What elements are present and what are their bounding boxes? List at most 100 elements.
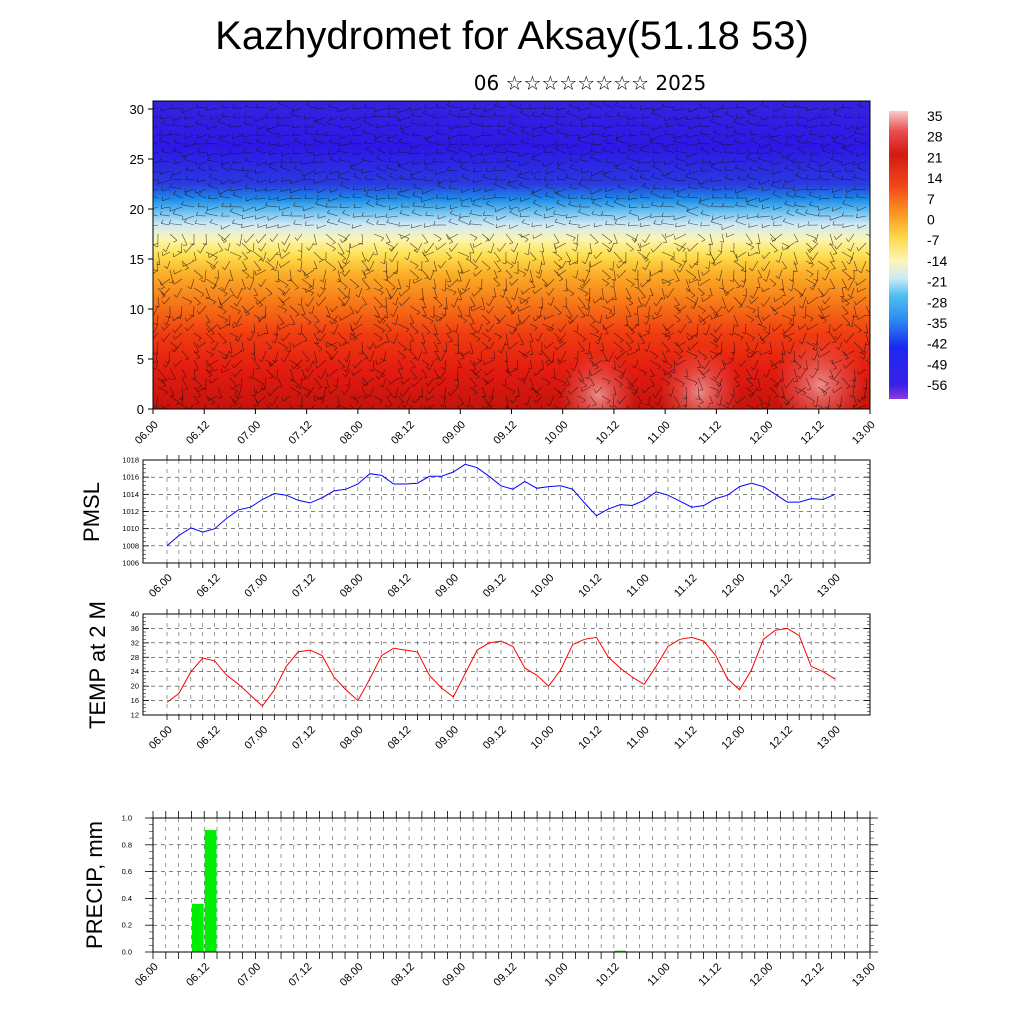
wind-barb-feather xyxy=(831,409,833,413)
wind-barb xyxy=(617,115,627,118)
wind-barb xyxy=(591,170,603,177)
wind-barb xyxy=(640,107,651,110)
wind-barb xyxy=(576,251,579,264)
wind-barb xyxy=(686,211,699,217)
wind-barb-feather xyxy=(819,162,821,167)
wind-barb xyxy=(198,194,207,199)
wind-barb-feather xyxy=(809,157,812,161)
wind-barb-feather xyxy=(255,131,257,136)
wind-barb-feather xyxy=(524,252,529,256)
wind-barb-feather xyxy=(364,384,369,387)
wind-barb xyxy=(664,161,675,165)
wind-barb-feather xyxy=(662,102,665,107)
wind-barb xyxy=(829,170,843,173)
wind-barb-feather xyxy=(628,412,632,414)
wind-barb-feather xyxy=(349,313,354,315)
wind-barb-feather xyxy=(281,211,284,216)
wind-barb-feather xyxy=(739,284,744,288)
wind-barb xyxy=(521,131,531,136)
wind-barb xyxy=(688,332,699,341)
wind-barb-feather xyxy=(751,377,756,381)
wind-barb xyxy=(609,242,615,253)
wind-barb-feather xyxy=(614,355,618,360)
wind-barb xyxy=(385,233,391,243)
wind-barb-feather xyxy=(619,339,624,343)
wind-barb xyxy=(606,296,615,304)
wind-barb-feather xyxy=(352,131,355,136)
wind-barb-feather xyxy=(267,347,272,350)
wind-barb-feather xyxy=(807,221,810,226)
wind-barb-feather xyxy=(322,258,327,261)
wind-barb xyxy=(543,215,555,219)
wind-barb xyxy=(637,287,646,298)
wind-barb xyxy=(364,269,375,276)
wind-barb-feather xyxy=(579,156,583,160)
wind-barb xyxy=(270,359,279,367)
wind-barb xyxy=(650,215,663,218)
wind-barb xyxy=(863,350,867,360)
wind-barb xyxy=(495,206,507,213)
wind-barb-feather xyxy=(199,277,203,280)
wind-barb-feather xyxy=(338,156,342,161)
wind-barb-feather xyxy=(821,292,825,297)
wind-barb xyxy=(721,224,735,230)
wind-barb xyxy=(193,359,199,371)
wind-barb xyxy=(762,224,771,228)
wind-barb-feather xyxy=(386,121,389,126)
wind-barb xyxy=(540,404,543,409)
wind-barb-feather xyxy=(493,193,496,198)
wind-barb-feather xyxy=(260,387,265,391)
wind-barb xyxy=(385,278,396,289)
wind-barb xyxy=(613,201,627,208)
wind-barb-feather xyxy=(594,241,599,245)
wind-barb-feather xyxy=(425,382,429,387)
wind-barb-feather xyxy=(361,212,364,217)
wind-barb-feather xyxy=(641,296,646,299)
wind-barb xyxy=(700,149,711,154)
wind-barb-feather xyxy=(770,362,772,367)
wind-barb xyxy=(281,251,291,259)
wind-barb xyxy=(762,206,771,209)
wind-barb-feather xyxy=(460,403,464,406)
wind-barb-feather xyxy=(809,286,814,291)
wind-barb xyxy=(717,386,723,398)
wind-barb xyxy=(520,112,531,118)
wind-barb xyxy=(702,296,711,302)
wind-barb-feather xyxy=(207,253,210,258)
wind-barb xyxy=(181,386,184,400)
wind-barb xyxy=(613,386,617,396)
wind-barb-feather xyxy=(257,317,260,322)
wind-barb-feather xyxy=(382,305,387,308)
wind-barb xyxy=(433,287,438,298)
wind-barb xyxy=(638,215,651,221)
wind-barb-feather xyxy=(290,212,293,217)
wind-barb xyxy=(301,269,309,278)
wind-barb xyxy=(724,151,735,154)
wind-barb-feather xyxy=(750,319,755,323)
wind-barb xyxy=(337,269,341,282)
wind-barb xyxy=(712,149,723,154)
wind-barb xyxy=(305,125,315,128)
wind-barb xyxy=(229,305,241,312)
wind-barb xyxy=(621,368,627,379)
wind-barb xyxy=(387,125,399,127)
wind-barb-feather xyxy=(859,352,864,355)
wind-barb xyxy=(759,350,771,356)
wind-barb-feather xyxy=(505,147,508,152)
wind-barb-feather xyxy=(332,268,337,272)
wind-barb xyxy=(548,323,555,332)
wind-barb-feather xyxy=(735,376,740,379)
wind-barb xyxy=(444,404,447,409)
wind-barb-feather xyxy=(614,176,616,181)
wind-barb-feather xyxy=(399,401,404,404)
wind-barb-feather xyxy=(244,138,247,143)
wind-barb-feather xyxy=(572,275,577,279)
wind-barb xyxy=(856,125,867,130)
wind-barb-feather xyxy=(642,303,646,307)
wind-barb-feather xyxy=(862,387,867,390)
wind-barb xyxy=(865,359,870,365)
wind-barb xyxy=(373,287,384,293)
wind-barb xyxy=(337,404,348,409)
wind-barb xyxy=(796,141,807,145)
